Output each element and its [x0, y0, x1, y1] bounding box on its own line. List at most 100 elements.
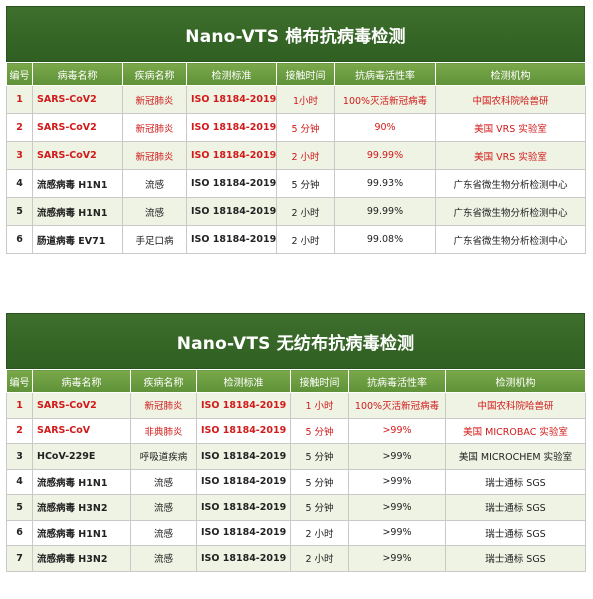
cell-standard: ISO 18184-2019	[186, 85, 277, 114]
cell-activity-rate: 90%	[334, 113, 436, 142]
cell-virus: 肠道病毒 EV71	[32, 225, 123, 254]
col-header-contact-time: 接触时间	[290, 369, 349, 393]
nonwoven-table-title: Nano-VTS 无纺布抗病毒检测	[6, 313, 585, 369]
cell-activity-rate: >99%	[348, 443, 446, 470]
cell-contact-time: 2 小时	[290, 519, 349, 546]
cell-lab: 广东省微生物分析检测中心	[435, 169, 586, 198]
table-row: 2 SARS-CoV2 新冠肺炎 ISO 18184-2019 5 分钟 90%…	[6, 113, 586, 142]
cell-lab: 广东省微生物分析检测中心	[435, 197, 586, 226]
table-row: 3 SARS-CoV2 新冠肺炎 ISO 18184-2019 2 小时 99.…	[6, 141, 586, 170]
cell-standard: ISO 18184-2019	[186, 169, 277, 198]
cell-activity-rate: >99%	[348, 545, 446, 572]
col-header-virus: 病毒名称	[32, 62, 123, 86]
cell-contact-time: 1 小时	[290, 392, 349, 419]
cell-lab: 瑞士通标 SGS	[445, 468, 586, 495]
cell-lab: 美国 VRS 实验室	[435, 141, 586, 170]
table-row: 4 流感病毒 H1N1 流感 ISO 18184-2019 5 分钟 99.93…	[6, 169, 586, 198]
cell-disease: 手足口病	[122, 225, 187, 254]
cell-virus: 流感病毒 H1N1	[32, 519, 131, 546]
cell-standard: ISO 18184-2019	[196, 468, 291, 495]
cell-virus: 流感病毒 H1N1	[32, 169, 123, 198]
cell-id: 5	[6, 197, 33, 226]
cotton-test-table: 编号 病毒名称 疾病名称 检测标准 接触时间 抗病毒活性率 检测机构 1 SAR…	[6, 62, 586, 254]
cell-standard: ISO 18184-2019	[196, 417, 291, 444]
col-header-disease: 疾病名称	[130, 369, 197, 393]
col-header-id: 编号	[6, 62, 33, 86]
cell-activity-rate: 99.99%	[334, 141, 436, 170]
cell-contact-time: 5 分钟	[276, 113, 335, 142]
cell-contact-time: 1小时	[276, 85, 335, 114]
cell-disease: 流感	[130, 519, 197, 546]
table-row: 3 HCoV-229E 呼吸道疾病 ISO 18184-2019 5 分钟 >9…	[6, 443, 586, 470]
cell-disease: 呼吸道疾病	[130, 443, 197, 470]
cell-contact-time: 5 分钟	[290, 468, 349, 495]
cell-id: 1	[6, 85, 33, 114]
cell-standard: ISO 18184-2019	[196, 494, 291, 521]
table-row: 6 流感病毒 H1N1 流感 ISO 18184-2019 2 小时 >99% …	[6, 519, 586, 546]
cell-id: 4	[6, 169, 33, 198]
cell-virus: 流感病毒 H1N1	[32, 468, 131, 495]
cell-virus: SARS-CoV2	[32, 141, 123, 170]
cell-standard: ISO 18184-2019	[186, 141, 277, 170]
cell-standard: ISO 18184-2019	[196, 545, 291, 572]
cell-activity-rate: >99%	[348, 468, 446, 495]
cell-activity-rate: 100%灭活新冠病毒	[334, 85, 436, 114]
cell-id: 7	[6, 545, 33, 572]
cell-activity-rate: 99.99%	[334, 197, 436, 226]
col-header-lab: 检测机构	[435, 62, 586, 86]
cell-activity-rate: 100%灭活新冠病毒	[348, 392, 446, 419]
cell-id: 1	[6, 392, 33, 419]
cotton-test-section: Nano-VTS 棉布抗病毒检测 编号 病毒名称 疾病名称 检测标准 接触时间 …	[6, 6, 586, 254]
cell-activity-rate: >99%	[348, 417, 446, 444]
col-header-standard: 检测标准	[196, 369, 291, 393]
cell-contact-time: 2 小时	[276, 197, 335, 226]
cell-lab: 美国 VRS 实验室	[435, 113, 586, 142]
cell-lab: 美国 MICROCHEM 实验室	[445, 443, 586, 470]
nonwoven-test-table: 编号 病毒名称 疾病名称 检测标准 接触时间 抗病毒活性率 检测机构 1 SAR…	[6, 369, 586, 572]
col-header-id: 编号	[6, 369, 33, 393]
cell-id: 6	[6, 519, 33, 546]
cell-standard: ISO 18184-2019	[186, 197, 277, 226]
cell-disease: 流感	[130, 468, 197, 495]
table-row: 6 肠道病毒 EV71 手足口病 ISO 18184-2019 2 小时 99.…	[6, 225, 586, 254]
cell-id: 4	[6, 468, 33, 495]
cell-disease: 流感	[122, 197, 187, 226]
cell-standard: ISO 18184-2019	[196, 443, 291, 470]
cell-id: 5	[6, 494, 33, 521]
cell-lab: 美国 MICROBAC 实验室	[445, 417, 586, 444]
cell-virus: SARS-CoV	[32, 417, 131, 444]
col-header-activity-rate: 抗病毒活性率	[334, 62, 436, 86]
cell-id: 3	[6, 443, 33, 470]
cell-disease: 新冠肺炎	[122, 141, 187, 170]
nonwoven-test-section: Nano-VTS 无纺布抗病毒检测 编号 病毒名称 疾病名称 检测标准 接触时间…	[6, 313, 586, 572]
table-row: 2 SARS-CoV 非典肺炎 ISO 18184-2019 5 分钟 >99%…	[6, 417, 586, 444]
cell-disease: 新冠肺炎	[122, 113, 187, 142]
cell-lab: 中国农科院哈兽研	[445, 392, 586, 419]
cell-contact-time: 5 分钟	[290, 494, 349, 521]
cell-activity-rate: >99%	[348, 494, 446, 521]
col-header-contact-time: 接触时间	[276, 62, 335, 86]
col-header-virus: 病毒名称	[32, 369, 131, 393]
table-row: 7 流感病毒 H3N2 流感 ISO 18184-2019 2 小时 >99% …	[6, 545, 586, 572]
table-row: 5 流感病毒 H3N2 流感 ISO 18184-2019 5 分钟 >99% …	[6, 494, 586, 521]
cell-disease: 非典肺炎	[130, 417, 197, 444]
cell-standard: ISO 18184-2019	[186, 113, 277, 142]
table-row: 4 流感病毒 H1N1 流感 ISO 18184-2019 5 分钟 >99% …	[6, 468, 586, 495]
cell-disease: 新冠肺炎	[122, 85, 187, 114]
cell-standard: ISO 18184-2019	[186, 225, 277, 254]
cell-virus: SARS-CoV2	[32, 392, 131, 419]
cell-id: 3	[6, 141, 33, 170]
cell-standard: ISO 18184-2019	[196, 392, 291, 419]
cell-virus: 流感病毒 H3N2	[32, 545, 131, 572]
col-header-disease: 疾病名称	[122, 62, 187, 86]
table-row: 1 SARS-CoV2 新冠肺炎 ISO 18184-2019 1 小时 100…	[6, 392, 586, 419]
cell-virus: HCoV-229E	[32, 443, 131, 470]
cell-virus: SARS-CoV2	[32, 113, 123, 142]
cell-disease: 流感	[130, 494, 197, 521]
cell-lab: 瑞士通标 SGS	[445, 545, 586, 572]
cell-lab: 瑞士通标 SGS	[445, 519, 586, 546]
cell-lab: 瑞士通标 SGS	[445, 494, 586, 521]
table-row: 1 SARS-CoV2 新冠肺炎 ISO 18184-2019 1小时 100%…	[6, 85, 586, 114]
cell-activity-rate: 99.08%	[334, 225, 436, 254]
cell-id: 6	[6, 225, 33, 254]
